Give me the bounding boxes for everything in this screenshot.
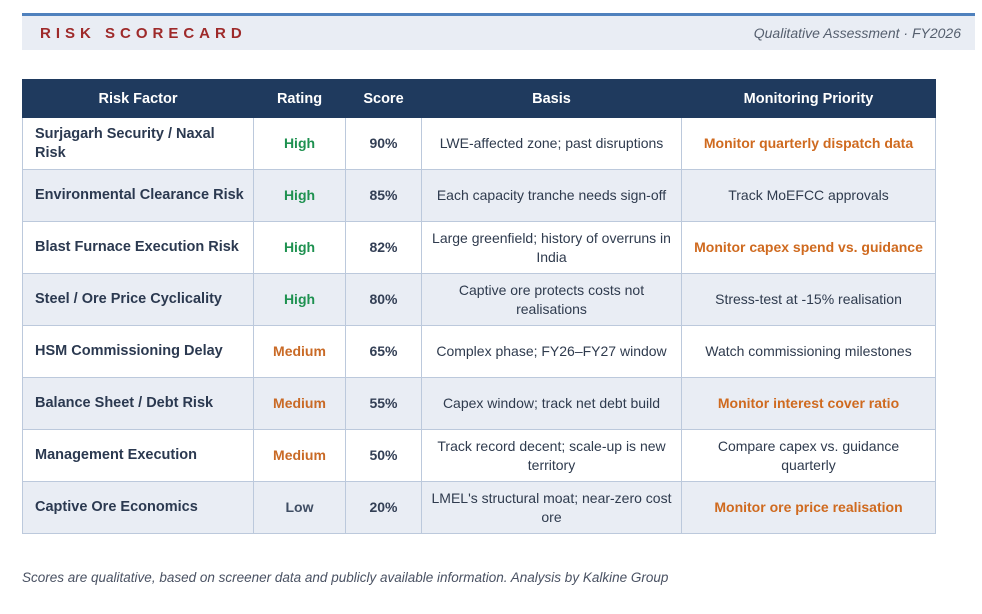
column-header-risk-factor: Risk Factor — [22, 79, 254, 118]
rating-cell: Low — [253, 481, 346, 534]
column-header-basis: Basis — [421, 79, 682, 118]
risk-scorecard-table: Risk Factor Rating Score Basis Monitorin… — [22, 79, 936, 534]
risk-factor-cell: Surjagarh Security / Naxal Risk — [22, 117, 254, 170]
rating-cell: Medium — [253, 377, 346, 430]
monitoring-priority-cell: Watch commissioning milestones — [681, 325, 936, 378]
basis-cell: Each capacity tranche needs sign-off — [421, 169, 682, 222]
table-row: Balance Sheet / Debt Risk Medium 55% Cap… — [22, 377, 936, 430]
table-row: Steel / Ore Price Cyclicality High 80% C… — [22, 273, 936, 326]
risk-factor-cell: HSM Commissioning Delay — [22, 325, 254, 378]
basis-cell: Large greenfield; history of overruns in… — [421, 221, 682, 274]
basis-cell: LMEL's structural moat; near-zero cost o… — [421, 481, 682, 534]
score-cell: 90% — [345, 117, 422, 170]
monitoring-priority-cell: Monitor capex spend vs. guidance — [681, 221, 936, 274]
score-cell: 50% — [345, 429, 422, 482]
risk-factor-cell: Blast Furnace Execution Risk — [22, 221, 254, 274]
header-banner: RISK SCORECARD Qualitative Assessment · … — [22, 13, 975, 50]
basis-cell: LWE-affected zone; past disruptions — [421, 117, 682, 170]
basis-cell: Capex window; track net debt build — [421, 377, 682, 430]
page-subtitle: Qualitative Assessment · FY2026 — [753, 25, 961, 41]
score-cell: 80% — [345, 273, 422, 326]
table-row: HSM Commissioning Delay Medium 65% Compl… — [22, 325, 936, 378]
monitoring-priority-cell: Stress-test at -15% realisation — [681, 273, 936, 326]
score-cell: 20% — [345, 481, 422, 534]
rating-cell: High — [253, 169, 346, 222]
column-header-monitoring-priority: Monitoring Priority — [681, 79, 936, 118]
monitoring-priority-cell: Compare capex vs. guidance quarterly — [681, 429, 936, 482]
basis-cell: Complex phase; FY26–FY27 window — [421, 325, 682, 378]
risk-factor-cell: Management Execution — [22, 429, 254, 482]
basis-cell: Track record decent; scale-up is new ter… — [421, 429, 682, 482]
score-cell: 82% — [345, 221, 422, 274]
risk-factor-cell: Balance Sheet / Debt Risk — [22, 377, 254, 430]
table-row: Surjagarh Security / Naxal Risk High 90%… — [22, 117, 936, 170]
score-cell: 65% — [345, 325, 422, 378]
rating-cell: High — [253, 273, 346, 326]
column-header-score: Score — [345, 79, 422, 118]
rating-cell: Medium — [253, 429, 346, 482]
basis-cell: Captive ore protects costs not realisati… — [421, 273, 682, 326]
footer-note: Scores are qualitative, based on screene… — [22, 570, 669, 585]
score-cell: 55% — [345, 377, 422, 430]
rating-cell: High — [253, 221, 346, 274]
score-cell: 85% — [345, 169, 422, 222]
table-row: Blast Furnace Execution Risk High 82% La… — [22, 221, 936, 274]
page-title: RISK SCORECARD — [40, 24, 247, 42]
monitoring-priority-cell: Monitor ore price realisation — [681, 481, 936, 534]
rating-cell: High — [253, 117, 346, 170]
monitoring-priority-cell: Monitor interest cover ratio — [681, 377, 936, 430]
rating-cell: Medium — [253, 325, 346, 378]
table-header-row: Risk Factor Rating Score Basis Monitorin… — [22, 79, 936, 118]
monitoring-priority-cell: Monitor quarterly dispatch data — [681, 117, 936, 170]
table-row: Management Execution Medium 50% Track re… — [22, 429, 936, 482]
monitoring-priority-cell: Track MoEFCC approvals — [681, 169, 936, 222]
risk-factor-cell: Steel / Ore Price Cyclicality — [22, 273, 254, 326]
risk-factor-cell: Captive Ore Economics — [22, 481, 254, 534]
column-header-rating: Rating — [253, 79, 346, 118]
table-row: Environmental Clearance Risk High 85% Ea… — [22, 169, 936, 222]
table-row: Captive Ore Economics Low 20% LMEL's str… — [22, 481, 936, 534]
risk-factor-cell: Environmental Clearance Risk — [22, 169, 254, 222]
